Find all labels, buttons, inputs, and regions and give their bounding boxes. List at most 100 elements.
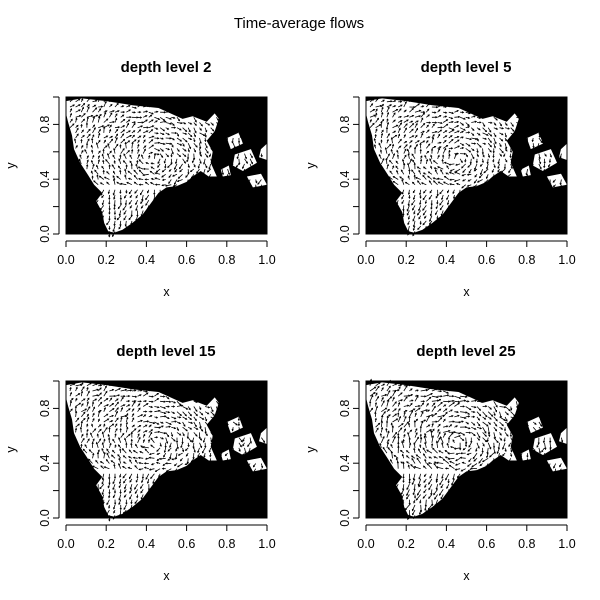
flow-arrowhead [445,135,448,138]
flow-arrowhead [103,466,106,469]
flow-arrowhead [439,408,442,411]
flow-arrow [202,168,206,175]
flow-arrowhead [464,160,467,163]
flow-arrow [407,225,410,232]
flow-arrowhead [83,113,86,116]
water-patch-4 [259,427,267,444]
flow-arrow [487,158,489,164]
flow-arrow [548,463,551,469]
flow-arrowhead [123,404,126,407]
flow-arrowhead [81,144,84,148]
flow-arrowhead [145,390,148,393]
flow-arrowhead [101,447,104,451]
flow-arrowhead [129,389,133,392]
flow-arrowhead [417,103,420,106]
flow-arrow [403,385,408,392]
flow-arrowhead [401,201,404,205]
flow-arrowhead [402,158,405,162]
water-patch-3 [546,173,567,188]
flow-arrowhead [93,104,97,107]
flow-arrow [409,123,414,128]
flow-arrowhead [178,416,182,419]
flow-arrow [375,386,380,392]
flow-arrow [392,426,394,433]
flow-arrowhead [437,428,440,432]
flow-arrow [112,225,116,232]
flow-arrowhead [200,445,203,449]
flow-arrow [165,432,170,437]
flow-arrowhead [168,425,172,428]
flow-arrowhead [402,502,405,505]
flow-arrowhead [122,432,125,436]
flow-arrowhead [101,125,105,128]
flow-arrow [422,205,427,211]
flow-arrow [493,432,496,439]
flow-arrowhead [117,110,120,113]
flow-arrowhead [467,126,471,129]
panel-title: depth level 5 [421,59,512,76]
flow-arrow [420,437,422,443]
flow-arrow [86,106,90,113]
flow-arrowhead [426,124,429,127]
flow-arrowhead [406,119,409,122]
panel-3: depth level 150.0 0.2 0.4 0.6 0.8 1.0x0.00.40… [4,343,276,583]
flow-arrow [75,115,81,118]
flow-arrowhead [494,123,497,126]
flow-arrowhead [85,122,89,125]
flow-arrowhead [451,120,454,124]
flow-arrowhead [462,448,465,451]
flow-arrowhead [444,456,448,459]
flow-arrowhead [88,128,91,131]
flow-arrow [418,473,422,480]
flow-arrowhead [424,508,427,511]
flow-arrowhead [173,470,176,474]
flow-arrowhead [450,117,454,120]
flow-arrowhead [387,430,390,433]
flow-arrowhead [469,162,472,165]
flow-arrowhead [117,126,121,129]
flow-arrowhead [190,460,193,463]
flow-arrowhead [242,166,245,170]
flow-arrowhead [105,458,109,462]
flow-arrowhead [163,118,166,121]
flow-arrowhead [484,434,487,437]
flow-arrowhead [108,506,111,509]
flow-arrowhead [87,397,90,400]
flow-arrowhead [195,409,198,413]
flow-arrowhead [108,492,111,495]
flow-arrowhead [119,169,122,173]
flow-arrowhead [543,161,546,165]
flow-arrowhead [86,428,89,432]
flow-arrowhead [428,180,431,183]
flow-arrowhead [451,415,454,418]
flow-arrowhead [173,126,177,129]
flow-arrowhead [474,406,477,409]
flow-arrowhead [81,98,84,101]
flow-arrow [407,163,410,170]
flow-arrowhead [482,155,485,158]
flow-arrow [92,465,99,470]
flow-arrow [202,447,206,453]
flow-arrowhead [128,449,131,452]
flow-arrow [423,453,427,459]
flow-arrowhead [429,158,432,161]
flow-arrowhead [423,435,426,438]
flow-arrow [375,124,381,129]
flow-arrowhead [118,437,121,440]
flow-arrowhead [407,431,410,435]
flow-arrowhead [503,418,507,421]
flow-arrowhead [194,418,197,422]
flow-arrowhead [122,138,126,142]
flow-arrowhead [78,104,81,107]
flow-arrowhead [511,161,514,165]
flow-arrowhead [382,99,385,102]
flow-arrowhead [133,174,136,178]
flow-arrowhead [435,420,438,423]
flow-arrowhead [388,414,391,417]
flow-arrowhead [448,153,451,156]
flow-arrowhead [525,461,529,464]
flow-arrow [538,163,542,169]
flow-arrowhead [138,177,141,181]
flow-arrowhead [395,165,398,168]
flow-arrowhead [93,127,96,130]
